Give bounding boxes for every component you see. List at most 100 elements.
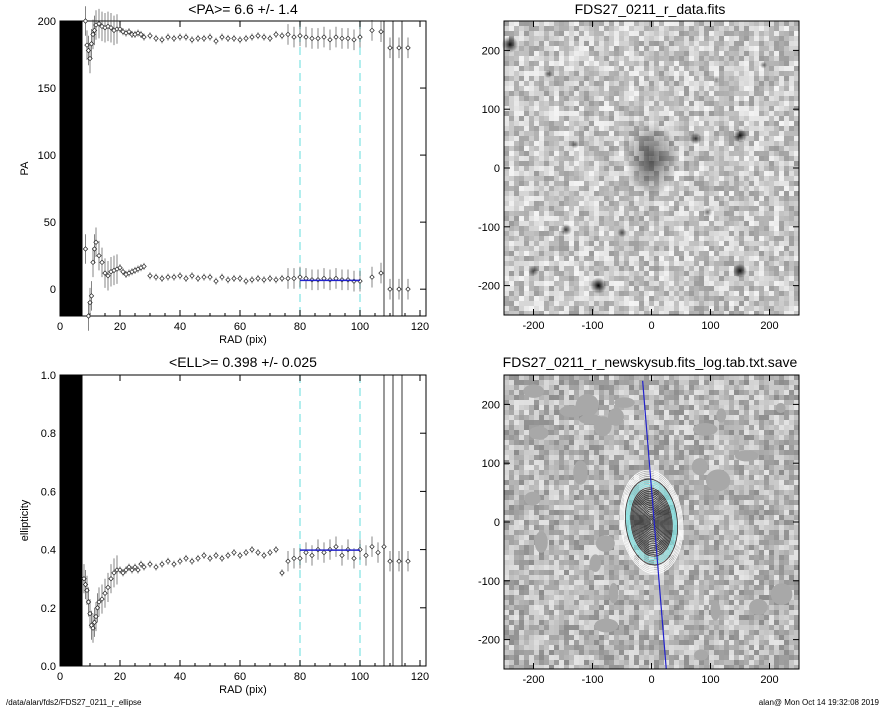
data-point	[195, 275, 201, 282]
isophote-ellipse	[645, 512, 658, 532]
data-point	[387, 286, 393, 292]
isophote-ellipse	[637, 499, 666, 545]
isophote-ellipse	[626, 480, 677, 564]
y-tick-label: 0.8	[41, 428, 56, 440]
masked-region	[693, 422, 718, 436]
isophote-ellipse	[638, 501, 665, 543]
data-point	[279, 33, 285, 39]
masked-region	[691, 458, 708, 476]
data-point	[207, 34, 213, 40]
data-point	[369, 274, 375, 280]
field-source	[560, 223, 572, 236]
data-point	[108, 25, 114, 31]
data-point	[357, 34, 363, 40]
data-point	[249, 277, 255, 283]
data-point	[91, 246, 98, 252]
data-image-panel: -200 -100 0 100 200 -200 -100 0 100 200	[478, 20, 800, 332]
pa-panel-title: <PA>= 6.6 +/- 1.4	[188, 1, 298, 17]
data-image-title: FDS27_0211_r_data.fits	[574, 1, 726, 17]
data-point	[339, 552, 345, 559]
data-point	[105, 584, 111, 591]
data-point	[126, 564, 132, 570]
data-point	[309, 552, 315, 559]
y-tick-label: 100	[38, 150, 56, 162]
sky-noise-pixels	[504, 21, 799, 315]
data-point	[189, 558, 195, 564]
data-point	[171, 35, 177, 42]
y-tick-label: -200	[478, 635, 500, 647]
x-tick-label: 120	[411, 321, 429, 333]
data-point	[255, 33, 261, 39]
inner-region-fill	[60, 375, 83, 666]
data-point	[303, 549, 309, 556]
x-tick-label: 0	[648, 674, 654, 686]
data-point	[396, 45, 402, 51]
data-point	[138, 561, 144, 567]
isophote-ellipse	[636, 498, 667, 546]
data-point	[96, 252, 102, 259]
isophote-ellipse	[622, 475, 681, 569]
data-point	[159, 275, 165, 282]
data-point	[345, 35, 351, 42]
data-point	[309, 35, 315, 42]
y-tick-label: 0	[50, 284, 56, 296]
data-point	[279, 570, 285, 576]
data-point	[201, 35, 207, 42]
data-point	[189, 273, 195, 279]
x-tick-label: -200	[522, 674, 544, 686]
y-tick-label: 0.2	[41, 603, 56, 615]
data-point	[207, 555, 213, 562]
y-tick-label: 1.0	[41, 370, 56, 382]
data-point	[82, 18, 89, 24]
data-point	[87, 610, 93, 617]
masked-region	[594, 618, 619, 633]
data-point	[201, 552, 207, 559]
data-point	[213, 278, 219, 284]
x-tick-label: 80	[294, 671, 306, 683]
data-point	[261, 34, 267, 40]
data-point	[237, 37, 243, 43]
data-point	[396, 558, 402, 564]
data-point	[225, 35, 231, 42]
data-point	[91, 27, 98, 34]
data-point	[91, 619, 98, 626]
masked-region	[614, 397, 635, 408]
isophote-ellipse	[630, 487, 673, 557]
x-tick-label: 60	[234, 671, 246, 683]
masked-region	[770, 583, 793, 606]
data-point	[108, 576, 114, 582]
inner-region-fill	[60, 21, 83, 316]
field-source	[570, 140, 579, 149]
data-point	[267, 275, 273, 282]
data-point	[177, 273, 183, 279]
isophote-ellipse	[644, 510, 659, 534]
data-point	[96, 20, 102, 27]
masked-region	[608, 583, 619, 604]
data-point	[141, 263, 147, 270]
data-point	[297, 33, 303, 39]
data-point	[90, 31, 96, 38]
masked-region	[534, 531, 548, 553]
masked-region	[710, 600, 721, 621]
footer-timestamp: alan@ Mon Oct 14 19:32:08 2019	[758, 698, 879, 707]
data-point	[138, 31, 144, 38]
masked-region	[523, 384, 545, 398]
data-point	[387, 558, 393, 564]
data-point	[85, 47, 92, 54]
data-point	[315, 35, 321, 42]
data-point	[123, 567, 129, 573]
masked-region	[734, 450, 759, 462]
data-point	[88, 41, 95, 47]
data-point	[231, 35, 237, 42]
x-tick-label: 100	[701, 320, 719, 332]
data-point	[195, 35, 201, 42]
masked-region	[716, 408, 727, 423]
data-point	[88, 293, 95, 299]
data-point	[285, 31, 291, 38]
masked-region	[524, 491, 541, 506]
position-angle-line	[642, 380, 667, 670]
data-point	[82, 581, 89, 588]
data-point	[147, 273, 153, 279]
isophote-ellipse	[619, 469, 684, 575]
data-point	[285, 275, 291, 282]
